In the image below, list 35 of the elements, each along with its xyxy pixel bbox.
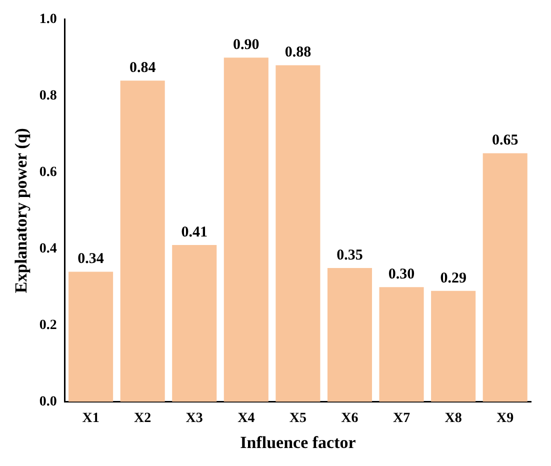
bar	[120, 80, 165, 402]
bar	[68, 272, 114, 402]
bar	[276, 65, 320, 402]
data-label: 0.34	[78, 251, 104, 268]
bar	[379, 287, 424, 402]
data-label: 0.29	[440, 270, 466, 286]
data-label: 0.90	[233, 37, 260, 54]
y-axis-title: Explanatory power (q)	[12, 128, 31, 294]
bar	[224, 58, 268, 402]
bar	[327, 268, 372, 402]
x-tick-label: X8	[444, 410, 462, 426]
y-tick-label: 0.8	[39, 88, 57, 104]
bar	[172, 245, 217, 402]
y-tick-label: 0.0	[39, 394, 57, 410]
y-tick-label: 0.4	[39, 241, 57, 256]
y-tick-label: 0.6	[39, 164, 57, 180]
data-label: 0.30	[388, 266, 415, 282]
x-tick-label: X5	[289, 410, 307, 426]
y-tick-label: 1.0	[39, 12, 57, 28]
x-tick-label: X4	[238, 410, 255, 426]
data-label: 0.65	[492, 132, 518, 149]
data-label: 0.84	[129, 60, 156, 76]
y-tick-label: 0.2	[39, 318, 57, 333]
bar	[482, 153, 528, 402]
x-tick-label: X3	[186, 410, 203, 426]
data-label: 0.41	[181, 224, 208, 240]
data-label: 0.35	[336, 247, 363, 264]
data-label: 0.88	[284, 44, 312, 61]
x-tick-label: X2	[134, 410, 152, 426]
x-axis-title: Influence factor	[240, 433, 356, 452]
bar	[431, 290, 476, 402]
x-tick-label: X6	[341, 410, 358, 426]
x-tick-label: X1	[82, 410, 100, 426]
x-tick-label: X7	[392, 410, 410, 426]
x-tick-label: X9	[496, 410, 514, 426]
